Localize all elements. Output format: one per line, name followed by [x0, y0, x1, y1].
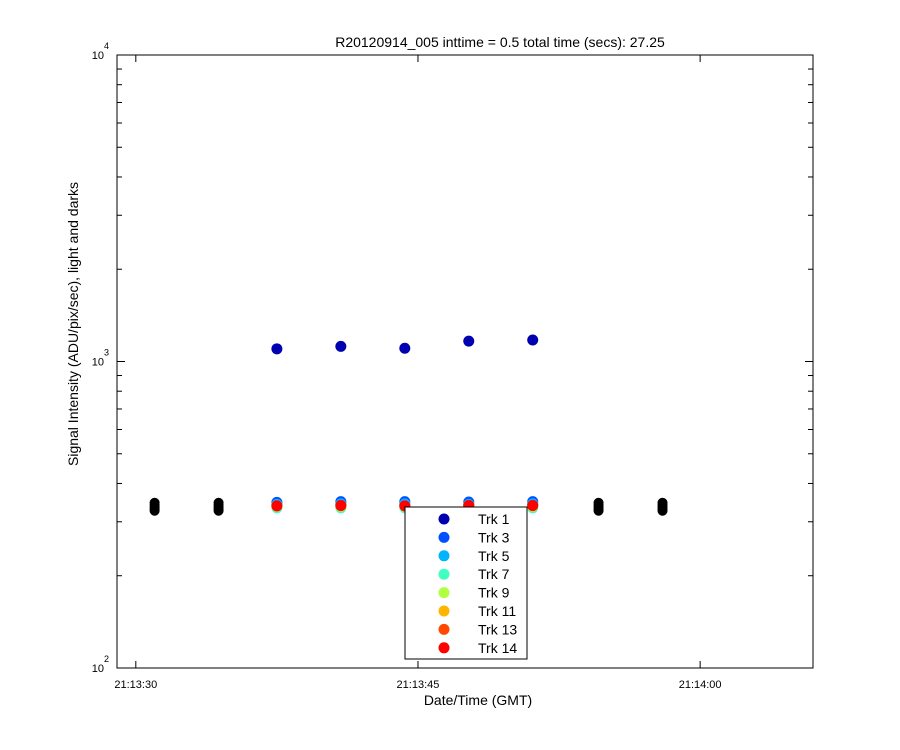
y-tick-label-base: 10 — [92, 357, 104, 369]
data-point — [527, 499, 539, 511]
dark-frame-point — [657, 497, 668, 508]
dark-frame-point — [149, 497, 160, 508]
data-point — [463, 335, 475, 347]
data-point — [527, 334, 539, 346]
x-tick-label: 21:14:00 — [679, 679, 722, 691]
y-axis-label: Signal Intensity (ADU/pix/sec), light an… — [65, 182, 81, 466]
legend-marker — [438, 531, 450, 543]
data-point — [271, 500, 283, 512]
x-tick-labels: 21:13:30 21:13:45 21:14:00 — [114, 679, 721, 691]
dark-frame-point — [213, 497, 224, 508]
legend-label: Trk 13 — [478, 621, 517, 637]
legend-label: Trk 9 — [478, 585, 510, 601]
x-tick-label: 21:13:30 — [114, 679, 157, 691]
legend-marker — [438, 605, 450, 617]
legend-box — [404, 506, 528, 660]
legend-marker — [438, 587, 450, 599]
legend-label: Trk 5 — [478, 548, 510, 564]
data-point — [271, 343, 283, 355]
y-tick-label-exponent: 4 — [104, 41, 109, 51]
legend-marker — [438, 513, 450, 525]
legend-label: Trk 3 — [478, 529, 510, 545]
y-tick-label-exponent: 2 — [104, 654, 109, 664]
x-axis-label: Date/Time (GMT) — [424, 692, 532, 708]
y-tick-label-exponent: 3 — [104, 348, 109, 358]
axis-ticks — [117, 55, 813, 669]
legend: Trk 1 Trk 3 Trk 5 Trk 7 Trk 9 Trk 11 Trk 13 Trk… — [404, 506, 528, 660]
data-point — [399, 342, 411, 354]
legend-label: Trk 1 — [478, 511, 510, 527]
plot-frame — [116, 54, 814, 669]
data-point — [335, 340, 347, 352]
x-tick-label: 21:13:45 — [397, 679, 440, 691]
y-tick-label-base: 10 — [92, 50, 104, 62]
legend-label: Trk 14 — [478, 640, 517, 656]
legend-marker — [438, 568, 450, 580]
chart-title: R20120914_005 inttime = 0.5 total time (… — [335, 34, 665, 50]
legend-marker — [438, 623, 450, 635]
y-tick-label-base: 10 — [92, 663, 104, 675]
dark-frame-point — [593, 497, 604, 508]
legend-label: Trk 11 — [478, 603, 516, 619]
legend-marker — [438, 550, 450, 562]
data-point — [335, 499, 347, 511]
legend-label: Trk 7 — [478, 566, 510, 582]
legend-marker — [438, 642, 450, 654]
